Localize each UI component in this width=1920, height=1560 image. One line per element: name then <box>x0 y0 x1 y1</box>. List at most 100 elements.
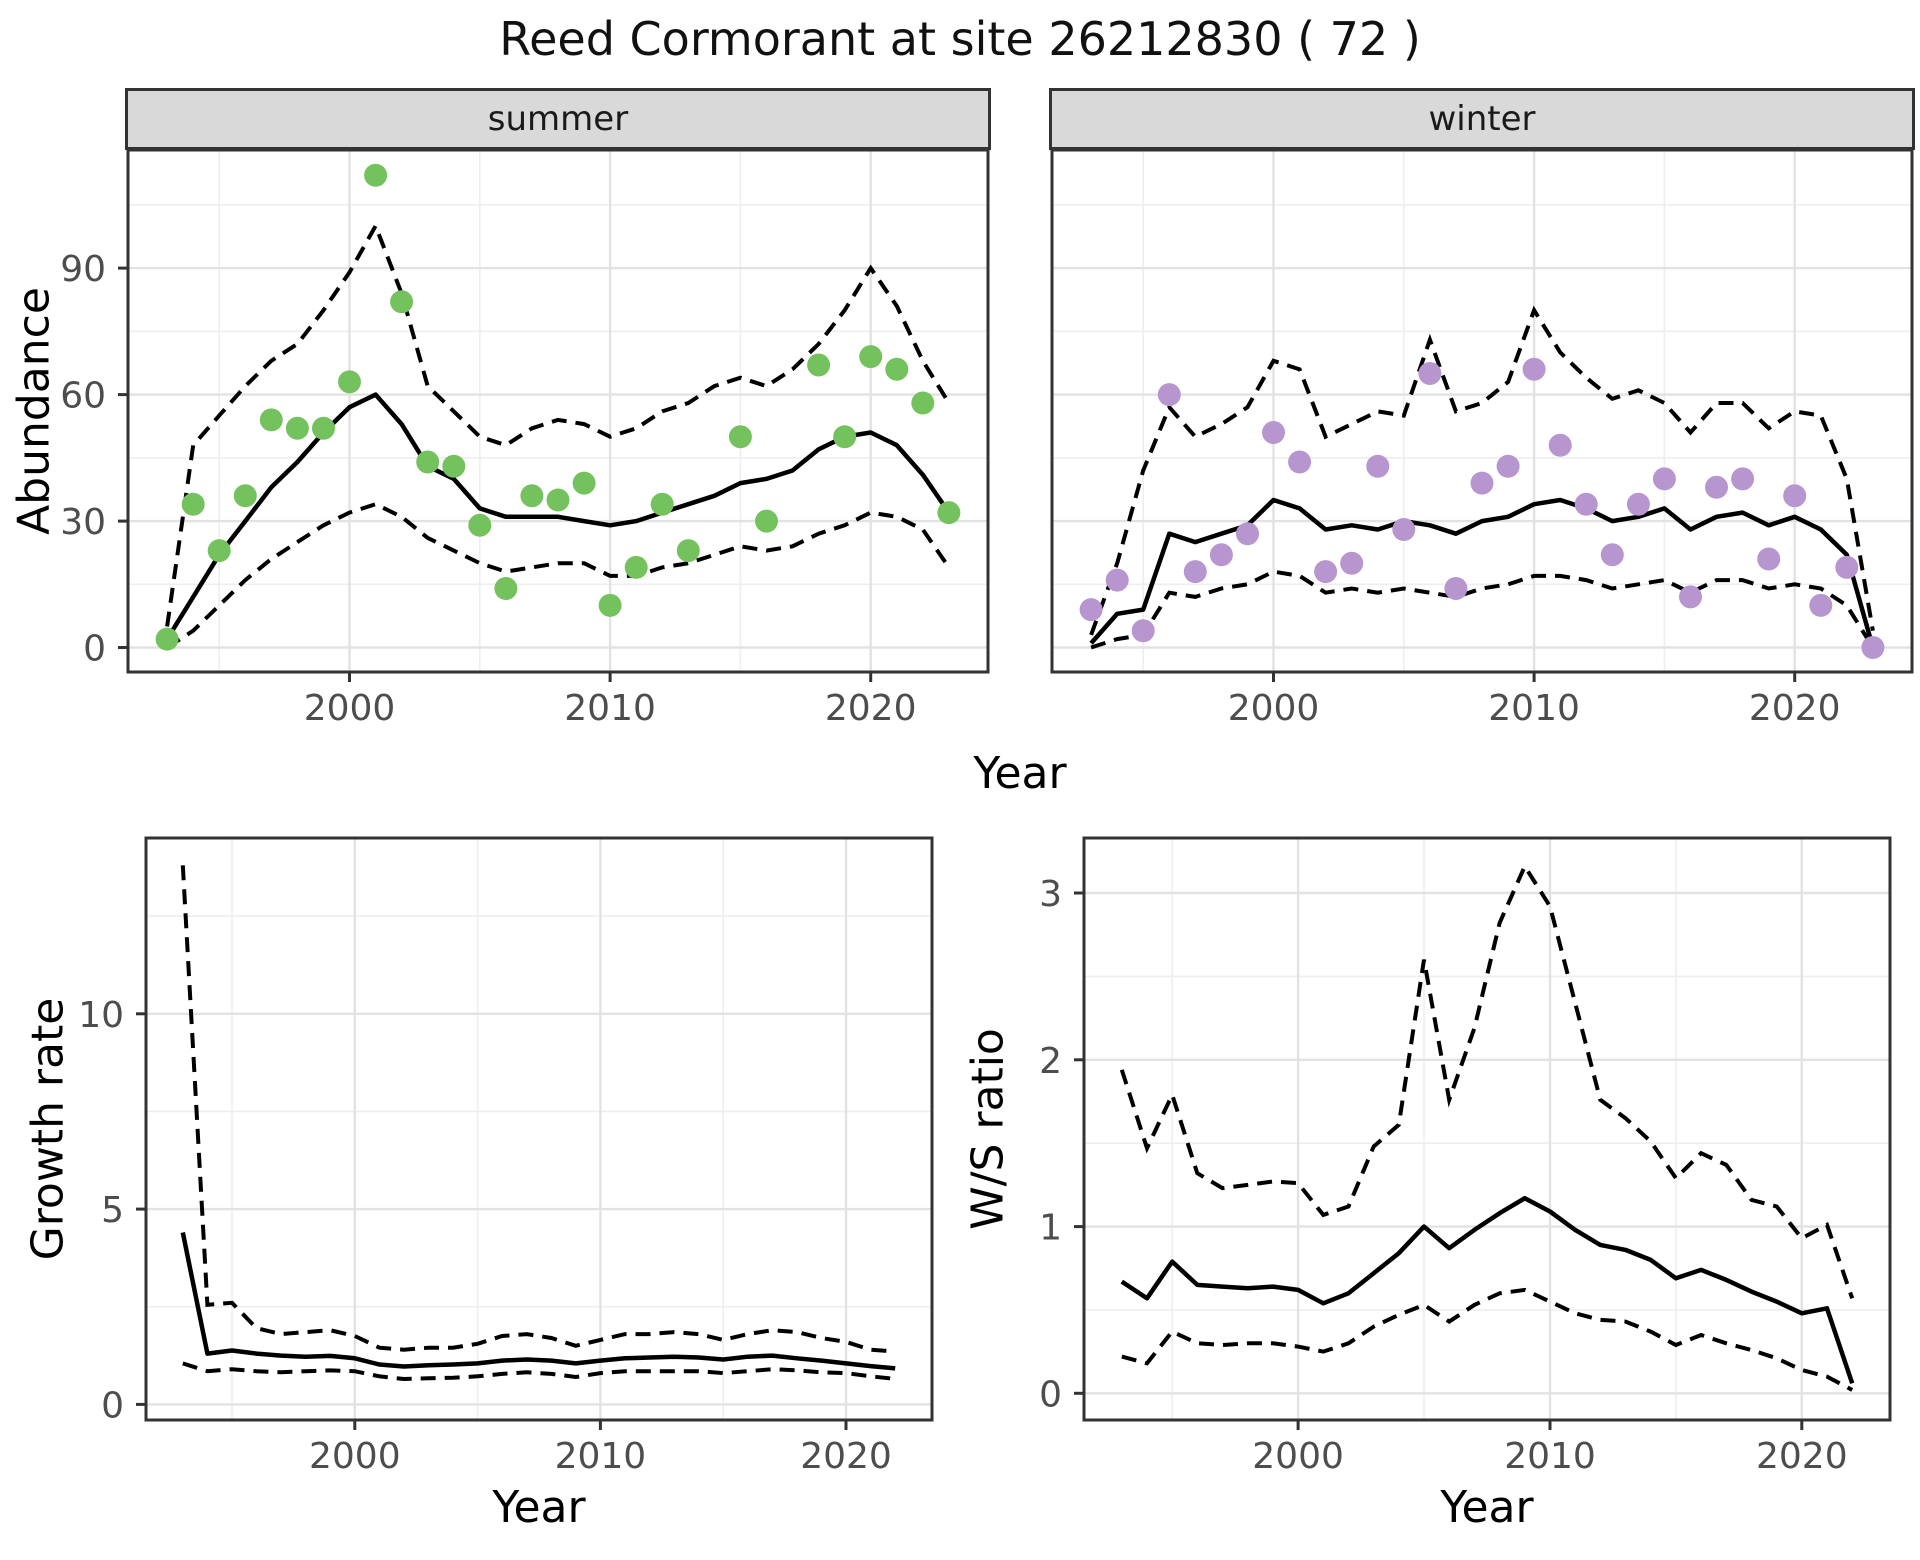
data-point <box>546 488 570 512</box>
data-point <box>1783 484 1807 508</box>
data-point <box>1705 475 1728 499</box>
x-tick-label: 2010 <box>1504 1436 1596 1477</box>
ws-year-axis-title: Year <box>1440 1482 1534 1533</box>
upper-ci-line <box>165 221 951 627</box>
data-point <box>259 408 283 432</box>
data-point <box>650 492 674 516</box>
data-point <box>416 450 440 474</box>
y-tick-label: 3 <box>1039 874 1062 915</box>
x-tick-label: 2000 <box>1228 688 1320 729</box>
data-point <box>1209 543 1233 567</box>
panel-background <box>1052 150 1912 672</box>
data-point <box>494 577 518 600</box>
y-tick-label: 30 <box>60 502 106 543</box>
y-tick-label: 60 <box>60 376 106 417</box>
summer-abundance-plot: 2000 2010 2020 0 30 60 90 <box>60 148 990 729</box>
data-point <box>572 471 596 495</box>
data-point <box>1079 598 1103 622</box>
x-tick-label: 2000 <box>304 688 396 729</box>
data-point <box>1496 454 1520 478</box>
chart-title: Reed Cormorant at site 26212830 ( 72 ) <box>499 12 1421 66</box>
growth-rate-axis-title: Growth rate <box>22 997 74 1261</box>
data-point <box>1157 383 1181 407</box>
y-tick-label: 0 <box>83 629 106 670</box>
data-point <box>1731 467 1755 491</box>
facet-strip-summer-label: summer <box>487 99 629 139</box>
data-point <box>1105 568 1129 592</box>
data-point <box>624 555 648 579</box>
data-point <box>1809 593 1833 617</box>
y-tick-label: 10 <box>78 995 124 1036</box>
data-point <box>233 484 257 508</box>
mean-line <box>1089 497 1876 649</box>
x-tick-label: 2010 <box>1488 688 1580 729</box>
y-tick-label: 0 <box>1039 1374 1062 1415</box>
growth-year-axis-title: Year <box>492 1482 586 1533</box>
data-point <box>676 539 700 563</box>
data-point <box>207 539 231 563</box>
ws-ratio-axis-title: W/S ratio <box>962 1028 1014 1230</box>
lower-ci-line <box>182 1361 896 1382</box>
data-point <box>390 290 414 314</box>
mean-line <box>1120 1195 1855 1385</box>
x-tick-label: 2000 <box>309 1436 401 1477</box>
winter-abundance-plot: 2000 2010 2020 <box>1050 148 1914 729</box>
ws-ratio-plot: 2000 2010 2020 0 1 2 3 <box>1039 836 1892 1477</box>
lower-ci-line <box>1090 569 1875 650</box>
mean-line <box>165 392 951 641</box>
data-point <box>1679 585 1702 609</box>
data-point <box>468 513 492 537</box>
panel-border <box>144 836 934 1422</box>
data-point <box>181 492 205 516</box>
top-year-axis-title: Year <box>973 748 1067 799</box>
data-point <box>859 345 883 369</box>
facet-strip-winter-label: winter <box>1428 99 1536 139</box>
upper-ci-line <box>1119 862 1855 1299</box>
data-point <box>1470 471 1494 495</box>
panel-border <box>126 148 990 674</box>
y-tick-label: 5 <box>101 1190 124 1231</box>
data-point <box>338 370 361 394</box>
x-tick-label: 2020 <box>800 1436 892 1477</box>
data-point <box>1131 619 1155 643</box>
data-point <box>937 501 961 525</box>
data-point <box>1522 357 1546 381</box>
x-tick-label: 2020 <box>1749 688 1841 729</box>
data-point <box>1418 362 1442 385</box>
data-point <box>911 391 935 415</box>
y-tick-label: 2 <box>1039 1041 1062 1082</box>
data-point <box>1366 454 1390 478</box>
x-tick-label: 2020 <box>1756 1436 1848 1477</box>
panel-background <box>1084 838 1890 1420</box>
data-point <box>1574 492 1598 516</box>
data-point <box>1548 433 1572 457</box>
data-point <box>520 484 544 508</box>
data-point <box>833 425 857 449</box>
panel-background <box>146 838 932 1420</box>
data-point <box>885 357 909 381</box>
data-point <box>364 163 388 187</box>
y-tick-label: 90 <box>60 249 106 290</box>
data-point <box>598 593 622 617</box>
data-point <box>1757 547 1781 571</box>
data-point <box>312 416 335 440</box>
data-point <box>1262 421 1285 444</box>
facet-strip-winter: winter <box>1049 88 1915 150</box>
data-point <box>1314 560 1338 584</box>
panel-border <box>1050 148 1914 674</box>
data-point <box>1652 467 1676 491</box>
data-point <box>807 353 831 377</box>
data-point <box>1340 551 1364 575</box>
data-point <box>1861 636 1885 659</box>
data-point <box>1444 577 1468 600</box>
data-point <box>728 425 752 449</box>
data-point <box>1835 555 1859 579</box>
data-point <box>1288 450 1312 474</box>
data-point <box>755 509 778 533</box>
growth-rate-plot: 2000 2010 2020 0 5 10 <box>78 836 934 1477</box>
facet-strip-summer: summer <box>125 88 991 150</box>
data-point <box>442 454 466 478</box>
data-point <box>1183 560 1207 584</box>
panel-background <box>128 150 988 672</box>
data-point <box>155 627 179 651</box>
